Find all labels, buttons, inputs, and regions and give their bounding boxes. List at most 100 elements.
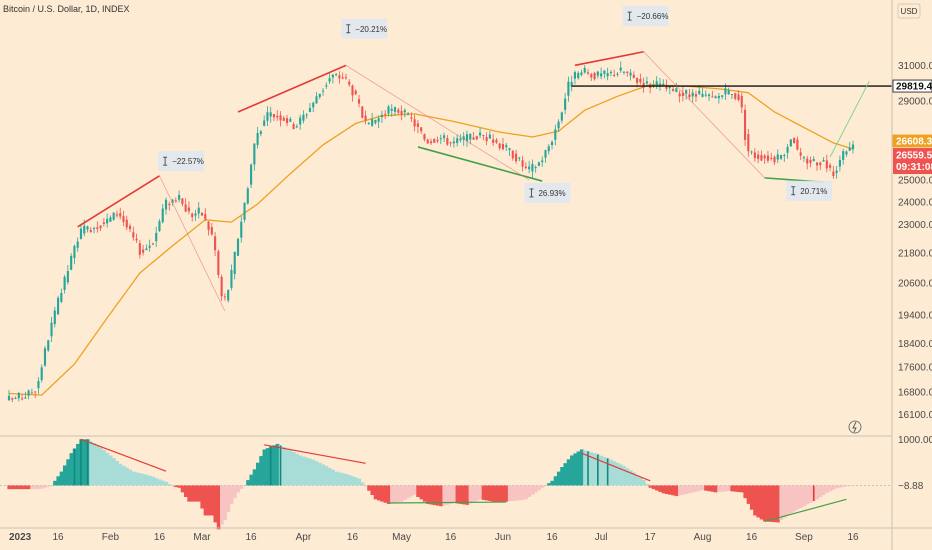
- candle: [43, 345, 47, 367]
- candle-body: [321, 90, 325, 92]
- candle-body: [393, 107, 397, 112]
- candle-body: [492, 139, 495, 143]
- candle-body: [27, 390, 30, 396]
- candle-body: [315, 96, 318, 104]
- oscillator-bar: [393, 485, 398, 503]
- candle: [433, 138, 436, 143]
- candle-body: [485, 137, 488, 142]
- candle: [161, 204, 164, 224]
- oscillator-bullish-divergence[interactable]: [388, 501, 507, 504]
- oscillator-bullish-divergence[interactable]: [764, 498, 847, 523]
- candle-body: [521, 160, 524, 167]
- candle: [439, 134, 442, 145]
- oscillator-bar: [141, 473, 146, 486]
- candle: [50, 316, 53, 342]
- oscillator-bar: [455, 485, 460, 504]
- candle-body: [115, 214, 119, 216]
- candle: [184, 198, 187, 213]
- candle-body: [207, 221, 210, 230]
- price-tick-label: 31000.00: [898, 61, 932, 72]
- oscillator-bar: [831, 485, 836, 490]
- candle: [773, 155, 776, 166]
- measure-line[interactable]: [345, 65, 530, 181]
- candle-body: [662, 83, 665, 86]
- candle: [168, 201, 171, 211]
- candle: [250, 163, 253, 189]
- candle: [701, 87, 704, 98]
- candle-body: [570, 81, 573, 87]
- candle-body: [174, 200, 177, 202]
- drawings-layer: [77, 50, 892, 312]
- bearish-trend-line[interactable]: [77, 175, 160, 228]
- candle-body: [125, 219, 128, 228]
- price-change-label[interactable]: 20.71%: [786, 180, 833, 201]
- measure-line[interactable]: [159, 175, 226, 312]
- candle: [410, 112, 413, 122]
- candle: [210, 222, 213, 236]
- oscillator-accent-bar: [606, 458, 609, 486]
- price-change-label[interactable]: 26.93%: [524, 182, 571, 203]
- lightning-icon[interactable]: [848, 420, 862, 434]
- change-percent: −20.21%: [355, 25, 387, 34]
- candle: [606, 67, 609, 81]
- oscillator-bar: [507, 485, 512, 502]
- candle-body: [194, 213, 197, 216]
- candle-body: [102, 222, 105, 225]
- candle-body: [220, 276, 223, 297]
- candle: [73, 244, 76, 265]
- candle-body: [92, 228, 96, 230]
- candle-body: [246, 188, 249, 204]
- candle: [528, 160, 531, 174]
- oscillator-bar: [403, 485, 407, 500]
- bearish-trend-line[interactable]: [237, 64, 347, 113]
- candle: [567, 76, 570, 102]
- candle: [407, 112, 410, 116]
- candle-body: [135, 238, 138, 241]
- candle-body: [505, 145, 508, 148]
- candle-body: [256, 132, 259, 145]
- oscillator-bar: [671, 485, 676, 496]
- candle-body: [295, 126, 298, 128]
- oscillator-bar: [105, 452, 110, 486]
- candle-body: [501, 144, 505, 150]
- oscillator-bar: [285, 448, 290, 486]
- candle-body: [851, 144, 855, 150]
- candle-body: [187, 207, 190, 212]
- projection-line[interactable]: [829, 80, 870, 158]
- candle-body: [707, 94, 711, 97]
- candle-body: [802, 157, 805, 159]
- oscillator-bearish-divergence[interactable]: [264, 444, 366, 464]
- candle: [707, 93, 711, 102]
- candle: [325, 82, 328, 89]
- candle: [498, 142, 501, 151]
- candle: [331, 74, 334, 84]
- candle-body: [132, 232, 135, 238]
- price-change-label[interactable]: −22.57%: [158, 151, 205, 172]
- candle-body: [397, 109, 400, 113]
- oscillator-bar: [723, 485, 728, 492]
- candle: [740, 92, 743, 114]
- candle: [312, 101, 315, 113]
- oscillator-bearish-divergence[interactable]: [581, 452, 651, 482]
- candle: [645, 76, 648, 86]
- oscillator-bar: [815, 485, 820, 500]
- bearish-trend-line[interactable]: [574, 50, 644, 67]
- candle-body: [253, 143, 256, 165]
- candle: [763, 154, 766, 164]
- oscillator-bar: [799, 485, 803, 508]
- oscillator-bar: [118, 463, 123, 486]
- candle: [815, 162, 819, 171]
- oscillator-bar: [622, 466, 627, 486]
- time-tick-label: 16: [53, 532, 65, 543]
- oscillator-bar: [206, 485, 211, 516]
- price-change-label[interactable]: −20.21%: [341, 18, 388, 39]
- oscillator-bar: [789, 485, 793, 514]
- oscillator-bar: [835, 485, 839, 489]
- candle: [577, 71, 580, 80]
- oscillator-bearish-divergence[interactable]: [80, 438, 167, 472]
- price-change-label[interactable]: −20.66%: [622, 6, 669, 27]
- oscillator-accent-bar: [597, 454, 599, 486]
- currency-badge[interactable]: USD: [897, 3, 921, 19]
- measure-line[interactable]: [643, 51, 765, 179]
